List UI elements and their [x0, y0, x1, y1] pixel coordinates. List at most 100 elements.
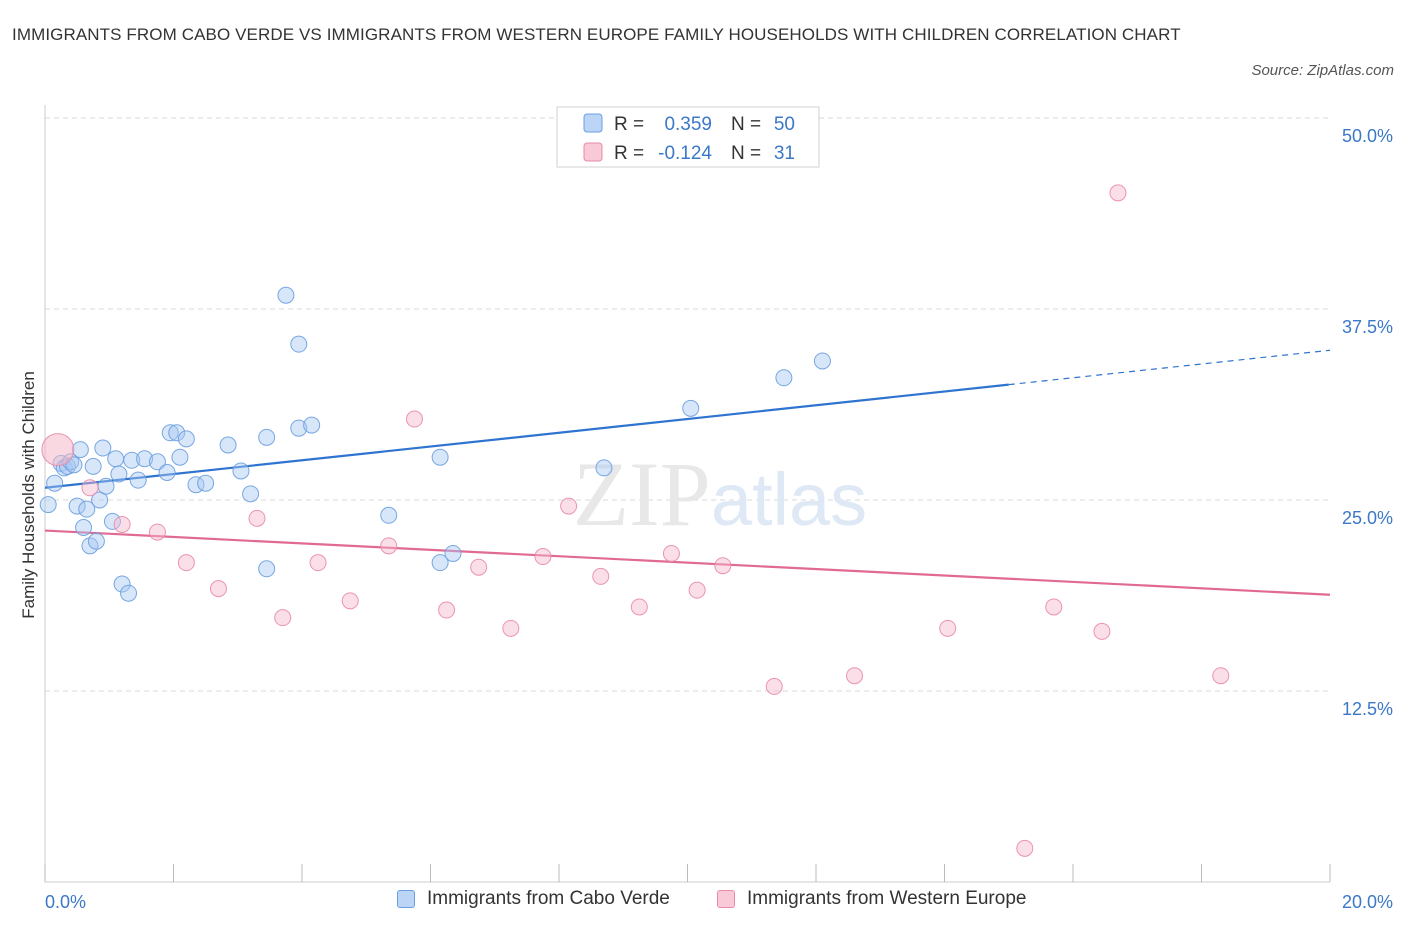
point-western-europe: [341, 592, 359, 610]
point-western-europe: [380, 537, 398, 555]
point-cabo-verde: [232, 462, 250, 480]
point-cabo-verde: [136, 450, 154, 468]
point-cabo-verde: [219, 436, 237, 454]
point-western-europe: [438, 601, 456, 619]
legend-swatch-pink: [583, 142, 603, 162]
y-axis-label: Family Households with Children: [19, 371, 38, 619]
legend-n-label-1: N =: [731, 114, 761, 135]
point-western-europe: [309, 554, 327, 572]
point-western-europe: [177, 554, 195, 572]
point-western-europe: [662, 544, 680, 562]
point-cabo-verde: [290, 335, 308, 353]
legend-swatch-western-europe: [717, 890, 735, 908]
point-cabo-verde: [94, 439, 112, 457]
trend-line-cabo-verde-extension: [1008, 349, 1331, 386]
legend-r-value-1: 0.359: [664, 114, 712, 135]
point-cabo-verde: [103, 512, 121, 530]
x-tick-label: 20.0%: [1342, 892, 1393, 912]
legend-n-value-2: 31: [774, 143, 795, 164]
legend-r-value-2: -0.124: [658, 143, 712, 164]
point-cabo-verde: [444, 544, 462, 562]
trend-line-western-europe: [44, 529, 1331, 596]
points-layer: [39, 107, 1230, 857]
point-cabo-verde: [91, 491, 109, 509]
point-western-europe: [148, 523, 166, 541]
point-cabo-verde: [158, 463, 176, 481]
watermark: ZIPatlas: [573, 443, 867, 545]
point-cabo-verde: [171, 448, 189, 466]
legend-n-label-2: N =: [731, 143, 761, 164]
point-western-europe: [502, 619, 520, 637]
point-western-europe: [630, 598, 648, 616]
point-cabo-verde: [242, 485, 260, 503]
point-cabo-verde: [148, 453, 166, 471]
point-cabo-verde: [65, 456, 83, 474]
point-cabo-verde: [110, 465, 128, 483]
point-cabo-verde: [123, 451, 141, 469]
point-western-europe: [41, 433, 75, 467]
point-cabo-verde: [71, 441, 89, 459]
point-western-europe: [1045, 598, 1063, 616]
legend-r-label-1: R =: [614, 114, 644, 135]
point-cabo-verde: [813, 352, 831, 370]
legend-r-label-2: R =: [614, 143, 644, 164]
point-cabo-verde: [380, 506, 398, 524]
point-western-europe: [592, 567, 610, 585]
legend-swatch-cabo-verde: [397, 890, 415, 908]
point-cabo-verde: [129, 471, 147, 489]
x-tick-label: 0.0%: [45, 892, 86, 912]
point-cabo-verde: [39, 496, 57, 514]
point-cabo-verde: [258, 428, 276, 446]
y-tick-label: 12.5%: [1342, 699, 1393, 719]
point-cabo-verde: [113, 575, 131, 593]
legend-n-value-1: 50: [774, 114, 795, 135]
point-western-europe: [688, 581, 706, 599]
point-cabo-verde: [277, 286, 295, 304]
point-western-europe: [1212, 667, 1230, 685]
point-western-europe: [534, 548, 552, 566]
point-cabo-verde: [177, 430, 195, 448]
point-cabo-verde: [97, 477, 115, 495]
point-cabo-verde: [107, 450, 125, 468]
trend-layer: [44, 349, 1331, 596]
point-cabo-verde: [84, 457, 102, 475]
point-western-europe: [1016, 839, 1034, 857]
y-tick-label: 25.0%: [1342, 508, 1393, 528]
point-western-europe: [846, 667, 864, 685]
point-western-europe: [113, 515, 131, 533]
point-cabo-verde: [431, 448, 449, 466]
y-tick-label: 37.5%: [1342, 317, 1393, 337]
point-cabo-verde: [775, 369, 793, 387]
point-western-europe: [209, 580, 227, 598]
point-cabo-verde: [161, 424, 179, 442]
point-cabo-verde: [303, 416, 321, 434]
point-western-europe: [765, 677, 783, 695]
source-label: Source: ZipAtlas.com: [1251, 62, 1394, 79]
point-cabo-verde: [168, 424, 186, 442]
point-cabo-verde: [431, 554, 449, 572]
point-cabo-verde: [120, 584, 138, 602]
legend-label-western-europe: Immigrants from Western Europe: [747, 888, 1027, 909]
point-western-europe: [470, 558, 488, 576]
point-western-europe: [714, 557, 732, 575]
legend-item-western-europe: Immigrants from Western Europe: [717, 888, 1026, 910]
point-cabo-verde: [197, 474, 215, 492]
point-cabo-verde: [87, 532, 105, 550]
correlation-legend: R = 0.359 N = 50 R = -0.124 N = 31: [556, 106, 820, 168]
point-western-europe: [560, 497, 578, 515]
legend-swatch-blue: [583, 113, 603, 133]
point-cabo-verde: [290, 419, 308, 437]
y-tick-label: 50.0%: [1342, 126, 1393, 146]
point-cabo-verde: [46, 474, 64, 492]
point-western-europe: [939, 619, 957, 637]
point-western-europe: [1093, 622, 1111, 640]
point-western-europe: [405, 410, 423, 428]
point-cabo-verde: [78, 500, 96, 518]
point-cabo-verde: [682, 399, 700, 417]
point-cabo-verde: [595, 459, 613, 477]
trend-line-cabo-verde: [44, 383, 1009, 489]
chart-title: IMMIGRANTS FROM CABO VERDE VS IMMIGRANTS…: [12, 25, 1181, 44]
point-western-europe: [1109, 184, 1127, 202]
point-western-europe: [274, 609, 292, 627]
